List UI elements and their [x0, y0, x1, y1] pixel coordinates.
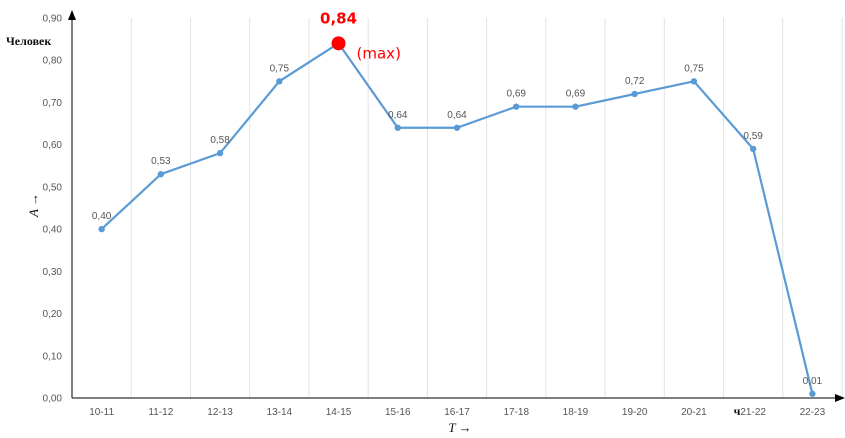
max-value-label: 0,84 [320, 9, 357, 27]
y-tick-label: 0,90 [43, 14, 63, 25]
y-tick-label: 0,10 [43, 351, 63, 362]
data-point [809, 390, 816, 397]
data-label: 0,40 [92, 211, 112, 222]
data-point [513, 103, 520, 110]
x-tick-label: 16-17 [444, 407, 470, 418]
data-label: 0,69 [566, 89, 586, 100]
data-label: 0,53 [151, 156, 171, 167]
data-label: 0,59 [743, 131, 763, 142]
max-point [331, 36, 346, 51]
y-tick-label: 0,40 [43, 225, 63, 236]
data-point [453, 124, 461, 131]
data-label: 0,64 [388, 110, 408, 121]
data-point [157, 171, 165, 178]
x-tick-label: 21-22 [740, 407, 766, 418]
x-tick-label: 20-21 [681, 407, 707, 418]
data-point [216, 149, 224, 157]
max-annotation: (max) [357, 44, 401, 62]
y-axis-label: A → [26, 193, 41, 218]
x-tick-label: 17-18 [503, 407, 529, 418]
x-axis-label: T → [448, 420, 471, 435]
data-point [98, 225, 105, 233]
data-point [394, 124, 401, 131]
x-unit-label: ч [734, 404, 741, 418]
x-tick-label: 11-12 [148, 407, 173, 418]
data-label: 0,01 [803, 376, 823, 387]
y-unit-label: Человек [6, 34, 51, 48]
y-tick-labels: 0,00 0,10 0,20 0,30 0,40 0,50 0,60 0,70 0,80 0,90 [43, 14, 63, 405]
x-tick-labels: 10-11 11-12 12-13 13-14 14-15 15-16 16-17 17-18… [89, 407, 825, 418]
data-point [749, 145, 757, 153]
vertical-gridlines [130, 18, 843, 398]
x-tick-label: 19-20 [622, 407, 648, 418]
data-point [690, 78, 698, 85]
y-tick-label: 0,30 [43, 267, 63, 278]
data-points [98, 36, 816, 397]
y-tick-label: 0,80 [43, 56, 63, 67]
data-label: 0,64 [447, 110, 467, 121]
x-tick-label: 18-19 [563, 407, 589, 418]
x-tick-label: 14-15 [326, 407, 352, 418]
data-point [572, 103, 579, 110]
data-point [276, 78, 283, 85]
data-labels: 0,40 0,53 0,58 0,75 0,84 0,64 0,64 0,69 0,69 0,72… [92, 9, 823, 386]
y-tick-label: 0,00 [43, 394, 63, 405]
x-axis-arrow [835, 394, 845, 402]
x-tick-label: 22-23 [800, 407, 826, 418]
y-tick-label: 0,60 [43, 140, 63, 151]
x-tick-label: 15-16 [385, 407, 411, 418]
x-tick-label: 12-13 [207, 407, 233, 418]
data-label: 0,75 [270, 63, 290, 74]
data-label: 0,72 [625, 76, 645, 87]
data-point [631, 90, 638, 98]
x-tick-label: 10-11 [89, 407, 114, 418]
series-line [100, 42, 814, 395]
x-tick-label: 13-14 [267, 407, 293, 418]
data-label: 0,69 [506, 89, 526, 100]
y-axis-arrow [68, 10, 76, 20]
y-tick-label: 0,20 [43, 309, 63, 320]
y-tick-label: 0,70 [43, 98, 63, 109]
y-tick-label: 0,50 [43, 182, 63, 193]
data-label: 0,58 [210, 135, 230, 146]
data-label: 0,75 [684, 63, 704, 74]
